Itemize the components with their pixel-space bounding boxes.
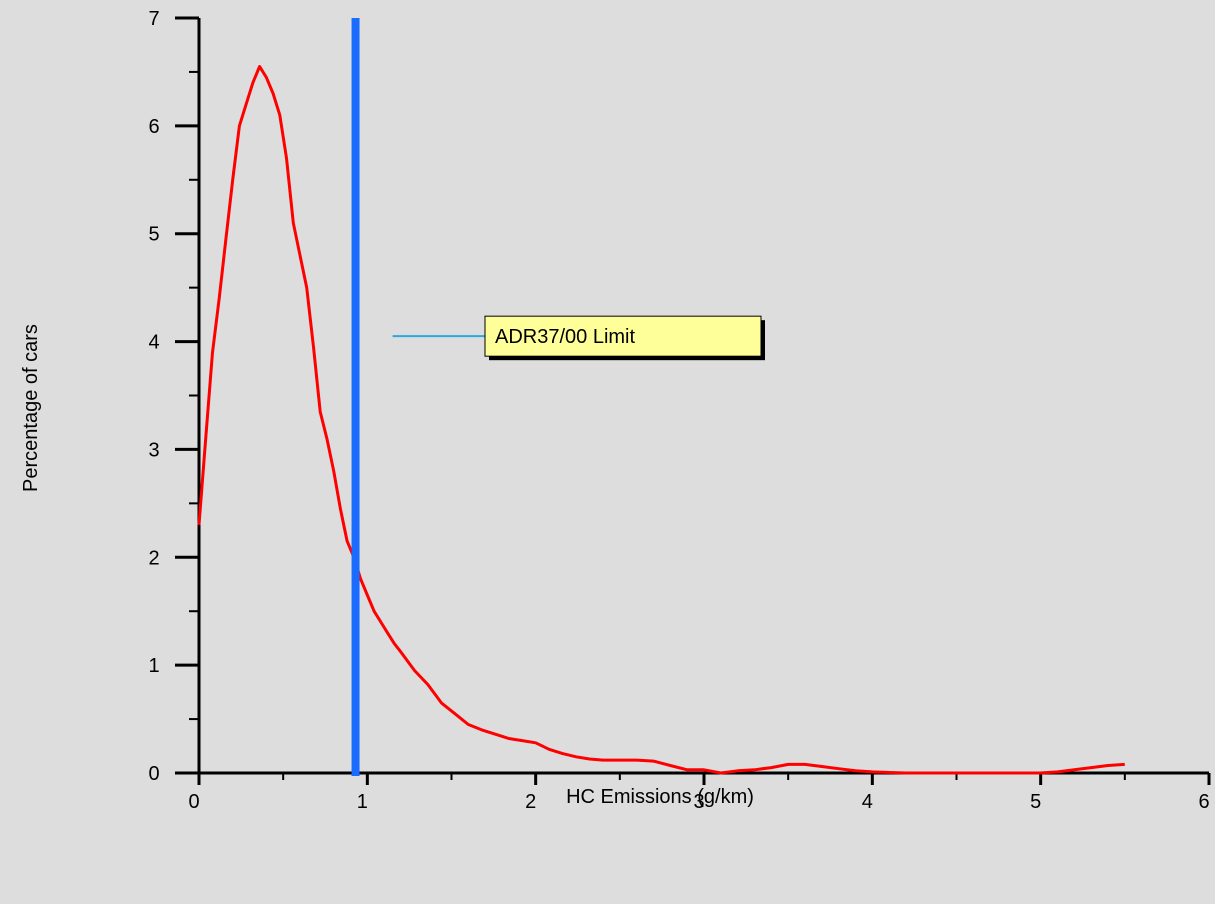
y-tick-label: 3 bbox=[148, 439, 159, 461]
x-tick-label: 6 bbox=[1198, 791, 1209, 813]
y-tick-label: 2 bbox=[148, 547, 159, 569]
axes bbox=[197, 18, 1209, 775]
annotation-label: ADR37/00 Limit bbox=[495, 326, 636, 348]
annotation-group: ADR37/00 Limit bbox=[392, 315, 765, 361]
y-tick-label: 4 bbox=[148, 332, 159, 354]
x-axis-title: HC Emissions (g/km) bbox=[566, 786, 754, 808]
x-tick-label: 2 bbox=[525, 791, 536, 813]
y-tick-label: 6 bbox=[148, 116, 159, 138]
x-tick-label: 1 bbox=[357, 791, 368, 813]
x-tick-label: 4 bbox=[862, 791, 873, 813]
x-tick-label: 5 bbox=[1030, 791, 1041, 813]
x-tick-label: 3 bbox=[693, 791, 704, 813]
annotation-box bbox=[484, 315, 762, 357]
series-line bbox=[197, 65, 1125, 775]
y-tick-label: 7 bbox=[148, 8, 159, 30]
y-tick-label: 1 bbox=[148, 655, 159, 677]
ticks: 0 1 2 3 4 5 6 0 1 2 3 4 5 6 7 bbox=[148, 8, 1211, 813]
y-tick-label: 5 bbox=[148, 224, 159, 246]
x-tick-label: 0 bbox=[188, 791, 199, 813]
y-axis-title: Percentage of cars bbox=[20, 324, 42, 492]
y-tick-label: 0 bbox=[148, 763, 159, 785]
series bbox=[197, 65, 1125, 775]
